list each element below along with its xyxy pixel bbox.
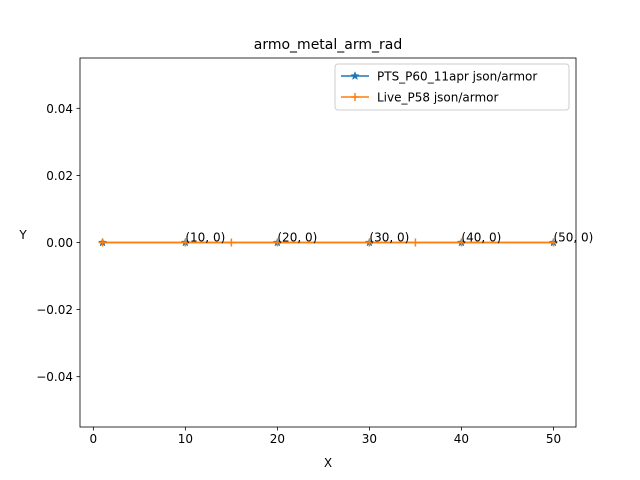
chart-title: armo_metal_arm_rad	[254, 37, 402, 53]
x-tick-label: 30	[362, 432, 377, 446]
x-tick-label: 50	[546, 432, 561, 446]
axes: 0 10 20 30 40 50 −0.04 −0.02 0.00 0.02 0.04	[36, 57, 577, 446]
legend: PTS_P60_11apr json/armor Live_P58 json/ar…	[334, 63, 570, 111]
legend-marker-2	[351, 93, 359, 101]
point-annotation: (40, 0)	[461, 231, 501, 245]
x-tick-label: 10	[178, 432, 193, 446]
point-annotation: (10, 0)	[185, 231, 225, 245]
point-annotation: (30, 0)	[369, 231, 409, 245]
series-2-point	[365, 238, 374, 247]
series-2-point	[457, 238, 466, 247]
series-2-point	[273, 238, 282, 247]
x-tick-label: 40	[454, 432, 469, 446]
series-2-point	[411, 238, 420, 247]
y-tick-label: −0.02	[36, 303, 73, 317]
legend-entry-1: PTS_P60_11apr json/armor	[377, 70, 537, 84]
series-2-point	[549, 238, 558, 247]
plot-area: (10, 0) (20, 0) (30, 0) (40, 0) (50, 0)	[97, 231, 593, 247]
legend-entry-2: Live_P58 json/armor	[377, 91, 499, 105]
x-axis-label: X	[324, 456, 332, 470]
y-tick-label: 0.04	[46, 102, 73, 116]
y-axis-label: Y	[18, 228, 27, 242]
x-tick-label: 20	[270, 432, 285, 446]
y-tick-label: −0.04	[36, 370, 73, 384]
legend-box	[334, 63, 570, 111]
point-annotation: (20, 0)	[277, 231, 317, 245]
point-annotation: (50, 0)	[553, 231, 593, 245]
series-2-point	[181, 238, 190, 247]
series-2-point	[98, 238, 107, 247]
series-2-point	[227, 238, 236, 247]
x-tick-label: 0	[90, 432, 98, 446]
y-tick-label: 0.00	[46, 236, 73, 250]
legend-marker-1	[350, 71, 360, 80]
y-tick-label: 0.02	[46, 169, 73, 183]
